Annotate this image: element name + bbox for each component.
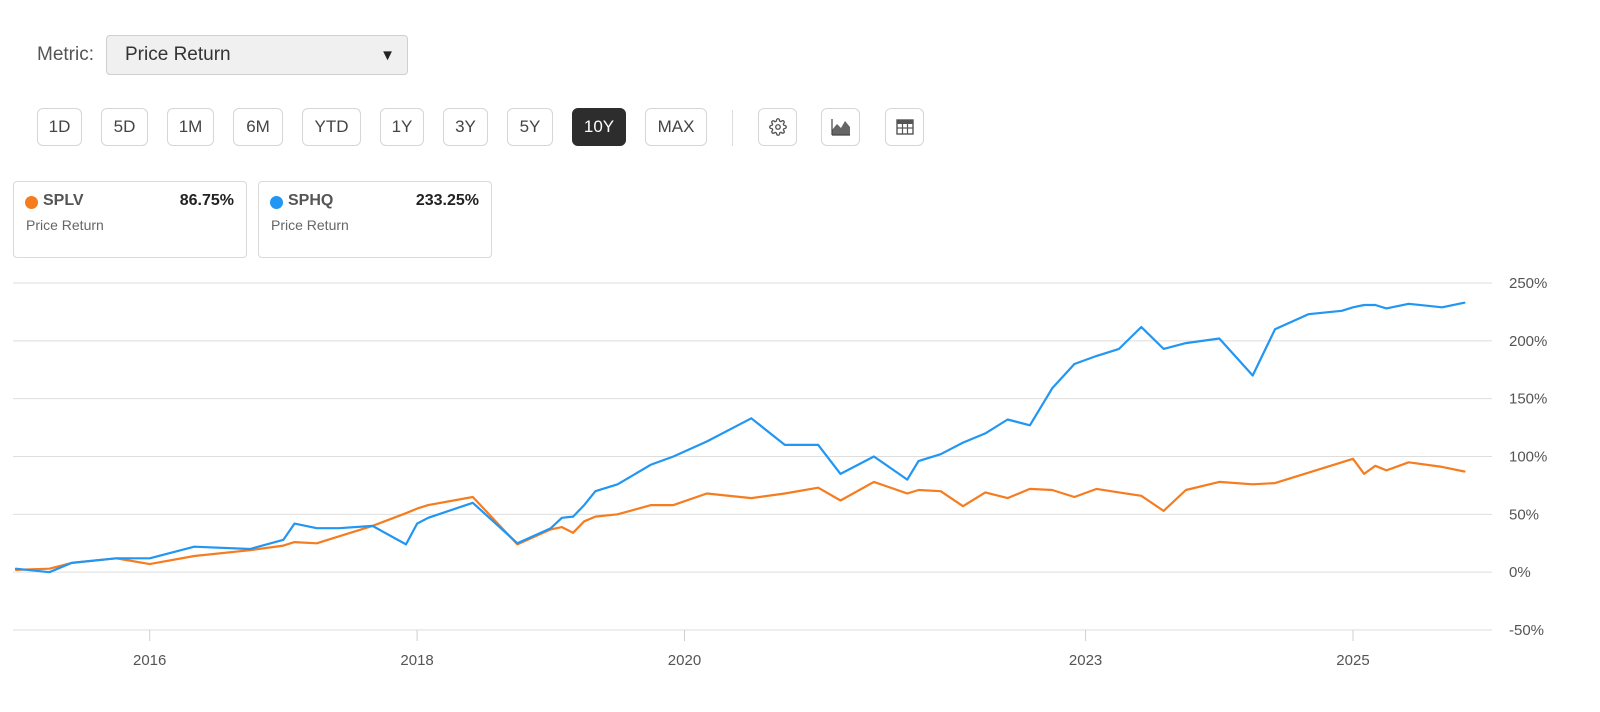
series-line-sphq [14,301,1466,574]
caret-down-icon: ▼ [380,46,395,64]
toolbar-divider [732,110,733,146]
series-color-dot [270,196,283,209]
metric-select-value: Price Return [125,44,231,65]
range-button-max[interactable]: MAX [645,108,707,146]
range-button-5y[interactable]: 5Y [507,108,553,146]
table-icon [895,119,914,135]
card-ticker: SPHQ [288,192,334,209]
range-button-10y[interactable]: 10Y [572,108,626,146]
series-color-dot [25,196,38,209]
range-button-1y[interactable]: 1Y [380,108,424,146]
range-button-ytd[interactable]: YTD [302,108,361,146]
y-tick-label: 0% [1509,564,1531,581]
y-tick-label: 100% [1509,449,1547,466]
x-tick-label: 2018 [400,652,433,669]
legend-card-splv[interactable]: SPLV 86.75% Price Return [13,181,247,258]
y-tick-label: 200% [1509,333,1547,350]
series-line-splv [14,457,1466,572]
metric-label: Metric: [37,44,94,65]
x-tick-label: 2025 [1336,652,1369,669]
y-tick-label: 250% [1509,275,1547,292]
x-tick-label: 2016 [133,652,166,669]
gear-icon [768,118,787,136]
card-value: 86.75% [179,192,234,209]
range-button-1m[interactable]: 1M [167,108,214,146]
card-ticker: SPLV [43,192,84,209]
range-button-5d[interactable]: 5D [101,108,148,146]
range-button-1d[interactable]: 1D [37,108,82,146]
y-tick-label: 50% [1509,506,1539,523]
card-metric: Price Return [26,217,104,233]
area-chart-icon [830,119,850,136]
x-tick-label: 2023 [1069,652,1102,669]
x-tick-label: 2020 [668,652,701,669]
range-button-3y[interactable]: 3Y [443,108,488,146]
chart-type-button[interactable] [821,108,860,146]
chart-series [14,301,1466,574]
range-button-6m[interactable]: 6M [233,108,283,146]
x-axis: 2016 2018 2020 2023 2025 [133,630,1370,669]
table-view-button[interactable] [885,108,924,146]
chart-grid [13,282,1492,631]
metric-row: Metric: Price Return ▼ [37,35,408,75]
y-axis: 250% 200% 150% 100% 50% 0% -50% [1509,275,1547,639]
card-metric: Price Return [271,217,349,233]
legend-card-sphq[interactable]: SPHQ 233.25% Price Return [258,181,492,258]
card-value: 233.25% [415,192,479,209]
y-tick-label: 150% [1509,391,1547,408]
metric-select[interactable]: Price Return ▼ [106,35,408,75]
settings-button[interactable] [758,108,797,146]
y-tick-label: -50% [1509,622,1544,639]
